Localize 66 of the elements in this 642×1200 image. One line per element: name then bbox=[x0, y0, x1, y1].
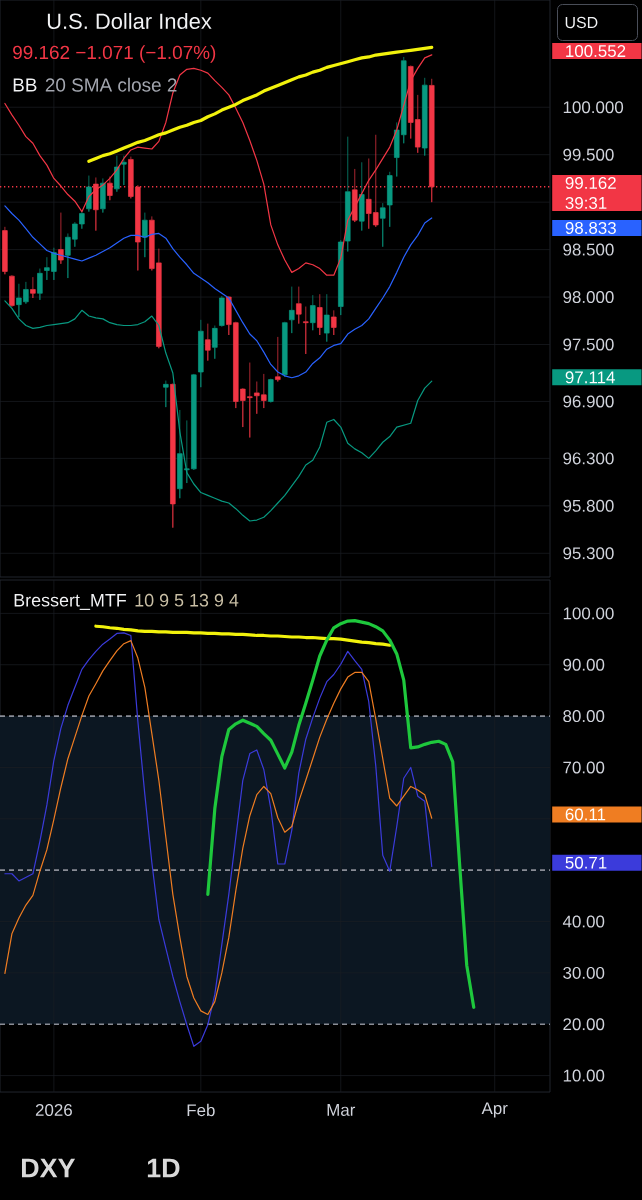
candlestick bbox=[219, 295, 225, 327]
text: 99.162 −1.071 (−1.07%) bbox=[13, 45, 216, 63]
candlestick bbox=[170, 383, 176, 529]
candlestick bbox=[198, 319, 204, 388]
candlestick bbox=[310, 294, 316, 331]
text: 1D bbox=[147, 1158, 180, 1178]
ref-line-label: 20.00 bbox=[563, 1018, 605, 1031]
candlestick bbox=[275, 336, 281, 382]
candlestick bbox=[205, 323, 211, 361]
candlestick bbox=[212, 325, 218, 360]
y-tick-label: 99.500 bbox=[563, 148, 614, 161]
candlestick bbox=[268, 378, 274, 403]
y-tick-label: 98.000 bbox=[563, 291, 614, 304]
candlestick bbox=[338, 239, 344, 316]
candlestick bbox=[317, 293, 323, 336]
y-tick-label: 98.500 bbox=[563, 243, 614, 256]
candlestick bbox=[163, 380, 169, 408]
text: USD bbox=[565, 16, 598, 29]
y-tick-label: 30.00 bbox=[563, 966, 605, 979]
text: Bressert_MTF bbox=[14, 594, 127, 610]
line-series bbox=[206, 618, 476, 1009]
candlestick bbox=[296, 286, 302, 324]
candlestick bbox=[303, 306, 309, 355]
candlestick bbox=[107, 176, 113, 201]
y-tick-label: 10.00 bbox=[563, 1069, 605, 1082]
text: 39:31 bbox=[565, 196, 607, 209]
y-tick-label: 100.00 bbox=[563, 607, 614, 620]
y-tick-label: 60.11 bbox=[565, 808, 606, 821]
ref-line-label: 99.162 bbox=[565, 176, 616, 189]
candlestick bbox=[282, 321, 288, 378]
y-tick-label: 100.552 bbox=[566, 45, 626, 58]
y-tick-label: 50.71 bbox=[565, 856, 607, 869]
y-tick-label: 90.00 bbox=[563, 658, 605, 671]
x-tick-label: 2026 bbox=[35, 1104, 72, 1117]
y-tick-label: 96.900 bbox=[563, 395, 614, 408]
y-tick-label: 70.00 bbox=[563, 761, 605, 774]
candlestick bbox=[9, 274, 15, 307]
candlestick bbox=[324, 293, 330, 342]
candlestick bbox=[331, 309, 337, 336]
candlestick bbox=[30, 276, 36, 299]
y-tick-label: 95.800 bbox=[563, 499, 614, 512]
y-tick-label: 96.300 bbox=[563, 452, 614, 465]
y-tick-label: 40.00 bbox=[562, 915, 605, 928]
candlestick bbox=[422, 77, 428, 156]
candlestick bbox=[142, 212, 148, 258]
candlestick bbox=[37, 268, 43, 301]
candlestick bbox=[359, 161, 365, 231]
y-tick-label: 100.000 bbox=[563, 101, 624, 114]
text: 10 9 5 13 9 4 bbox=[135, 593, 239, 607]
x-tick-label: Feb bbox=[187, 1103, 215, 1117]
ref-line-label: 80.00 bbox=[563, 710, 605, 723]
chart-title: U.S. Dollar Index bbox=[47, 12, 212, 30]
text: DXY bbox=[21, 1158, 76, 1178]
candlestick bbox=[380, 202, 386, 248]
candlestick bbox=[114, 155, 120, 193]
candlestick bbox=[289, 286, 295, 334]
y-tick-label: 97.500 bbox=[563, 338, 614, 351]
candlestick bbox=[100, 178, 106, 213]
y-tick-label: 98.833 bbox=[565, 221, 616, 234]
annotation: BB bbox=[13, 78, 37, 92]
y-tick-label: 95.300 bbox=[563, 547, 614, 560]
y-tick-label: 97.114 bbox=[565, 371, 615, 384]
x-tick-label: Apr bbox=[481, 1102, 508, 1118]
candlestick bbox=[2, 226, 8, 275]
candlestick bbox=[387, 171, 393, 228]
x-tick-label: Mar bbox=[327, 1104, 356, 1116]
